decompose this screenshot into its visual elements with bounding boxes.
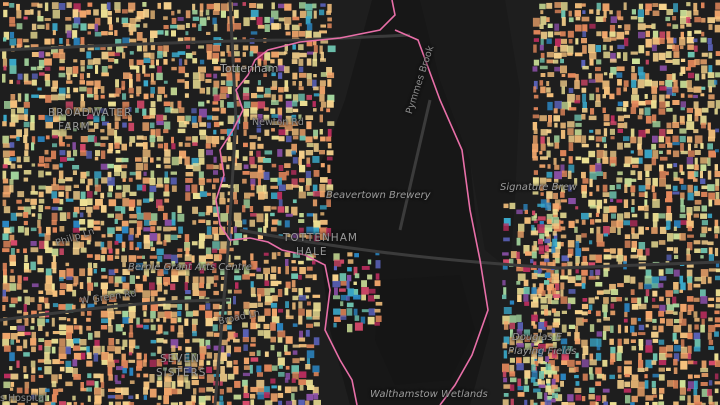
borough-boundary-east [394,29,489,405]
water-bodies [318,0,520,405]
borough-boundary-line [215,0,396,405]
